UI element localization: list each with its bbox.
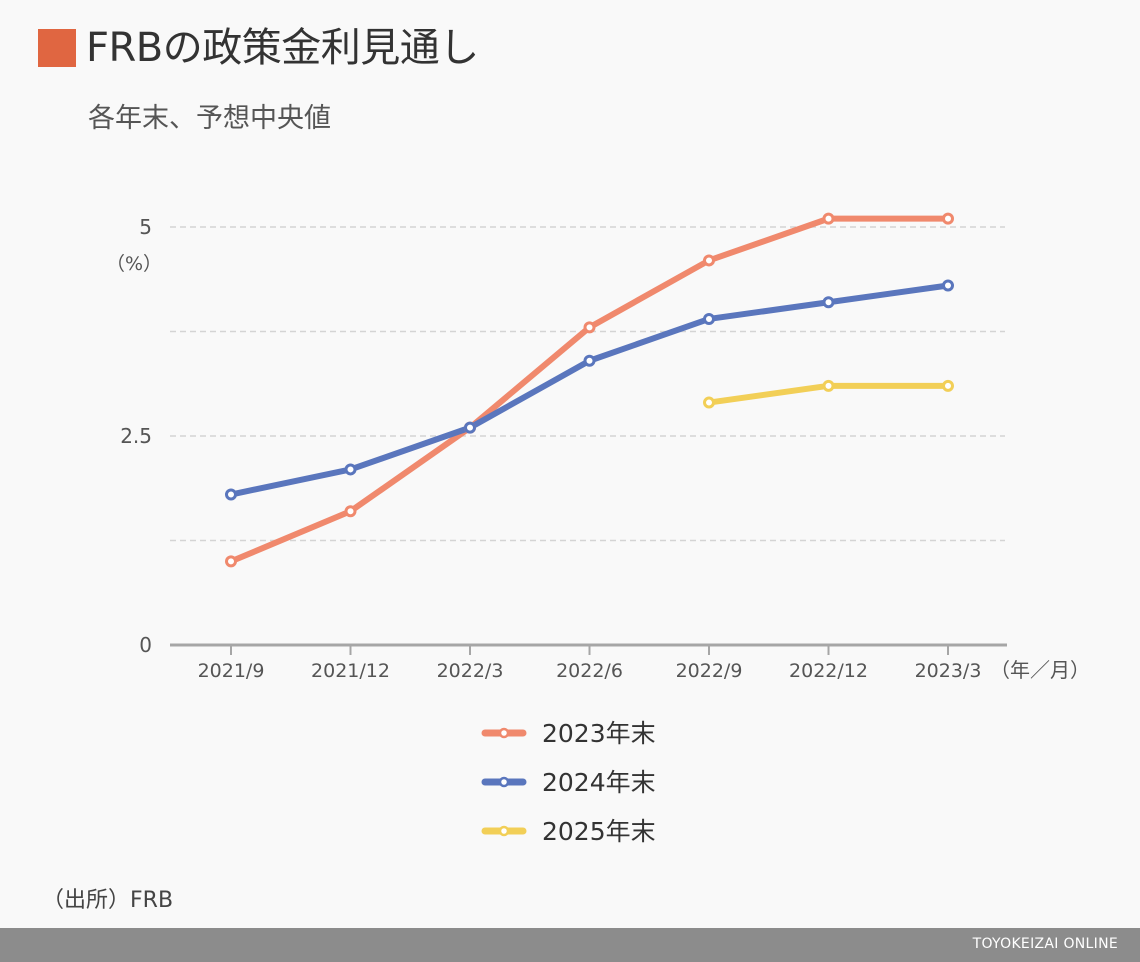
series-1-point	[703, 254, 715, 267]
title-marker-icon	[38, 29, 76, 67]
series-1-point	[583, 321, 596, 334]
series-2-point	[583, 354, 596, 367]
series-1-point	[344, 505, 357, 518]
legend-label-1: 2023年末	[542, 719, 656, 748]
series-1-point	[822, 212, 835, 225]
legend-marker-3	[498, 825, 510, 837]
series-2-point	[822, 296, 835, 309]
series-2-point	[464, 421, 476, 434]
series-2-point	[225, 488, 237, 501]
series-1-point	[225, 555, 237, 568]
x-tick-label: 2022/12	[789, 660, 868, 682]
legend-marker-1	[498, 727, 510, 739]
chart-title: FRBの政策金利見通し	[86, 25, 479, 71]
series-2-point	[344, 463, 357, 476]
x-tick-label: 2023/3	[915, 660, 982, 682]
legend-label-2: 2024年末	[542, 768, 656, 797]
legend-label-3: 2025年末	[542, 817, 656, 846]
x-tick-label: 2022/9	[676, 660, 743, 682]
series-2-point	[703, 312, 715, 325]
series-3-point	[942, 379, 954, 392]
series-1-point	[942, 212, 954, 225]
chart-subtitle: 各年末、予想中央値	[88, 103, 331, 134]
series-3-point	[703, 396, 715, 409]
series-line-1	[228, 215, 951, 565]
line-chart: 0 2.5 5 （%） 2021/9 2021/12 2022/3 2022/6 2022/9 2…	[106, 212, 1090, 846]
title-area: FRBの政策金利見通し	[38, 28, 479, 68]
x-tick-label: 2022/6	[556, 660, 623, 682]
y-tick-label: 5	[139, 215, 152, 239]
series-line-2	[228, 282, 951, 498]
series-2-point	[942, 279, 954, 292]
brand-label: TOYOKEIZAI ONLINE	[972, 936, 1118, 952]
series-3-point	[822, 379, 835, 392]
x-tick-label: 2021/12	[311, 660, 390, 682]
y-tick-label: 2.5	[120, 424, 152, 448]
x-tick-label: 2022/3	[437, 660, 504, 682]
y-axis-label: （%）	[106, 253, 162, 275]
y-tick-label: 0	[139, 633, 152, 657]
source-note: （出所）FRB	[42, 888, 174, 913]
footer-bar: TOYOKEIZAI ONLINE	[0, 928, 1140, 962]
legend-marker-2	[498, 776, 510, 788]
x-tick-label: 2021/9	[198, 660, 265, 682]
x-axis-label: （年／月）	[990, 658, 1090, 682]
